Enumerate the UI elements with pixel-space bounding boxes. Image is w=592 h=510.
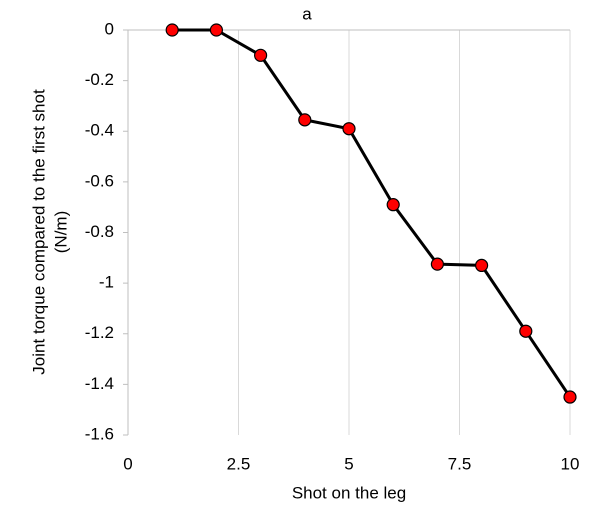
x-tick-label: 10 xyxy=(561,454,580,473)
data-point xyxy=(519,324,533,338)
data-point xyxy=(475,258,489,273)
data-point xyxy=(430,257,444,271)
data-point xyxy=(254,48,268,62)
y-tick-label: -0.2 xyxy=(85,70,114,89)
y-tick-label: -1 xyxy=(99,273,114,292)
y-tick-label: 0 xyxy=(105,19,114,38)
y-tick-label: -1.2 xyxy=(85,323,114,342)
y-tick-label: -1.4 xyxy=(85,374,114,393)
y-axis-label: (N/m) xyxy=(51,211,70,253)
data-point xyxy=(298,113,312,127)
x-tick-label: 0 xyxy=(123,454,132,473)
y-tick-label: -1.6 xyxy=(85,424,114,443)
y-tick-label: -0.8 xyxy=(85,222,114,241)
y-tick-label: -0.4 xyxy=(85,121,114,140)
data-point xyxy=(342,122,356,136)
chart-title: a xyxy=(302,4,312,23)
data-point xyxy=(165,23,179,37)
y-tick-label: -0.6 xyxy=(85,171,114,190)
x-tick-label: 7.5 xyxy=(448,454,472,473)
y-axis-label: Joint torque compared to the first shot xyxy=(29,89,48,375)
data-point xyxy=(563,390,577,404)
x-axis-label: Shot on the leg xyxy=(292,483,406,502)
data-point xyxy=(386,198,400,212)
data-point xyxy=(209,23,223,37)
x-tick-label: 5 xyxy=(344,454,353,473)
x-tick-label: 2.5 xyxy=(227,454,251,473)
series-line xyxy=(172,28,572,398)
